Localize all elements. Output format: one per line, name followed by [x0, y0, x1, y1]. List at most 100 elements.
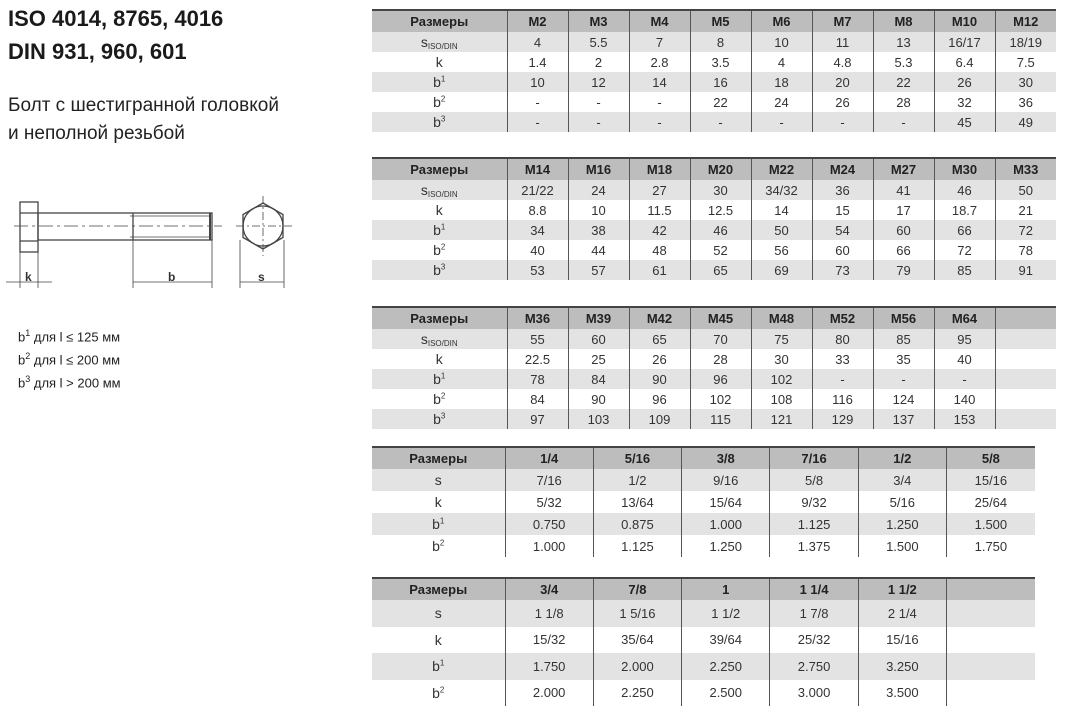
- column-header: M42: [628, 306, 690, 329]
- table-cell: 33: [811, 349, 873, 369]
- table-cell: 13/64: [592, 491, 682, 513]
- column-header: 3/4: [504, 577, 594, 600]
- table-cell: 2.250: [592, 679, 682, 706]
- table-cell: 4: [750, 52, 812, 72]
- table-cell: 14: [628, 72, 690, 92]
- table-cell: 85: [933, 260, 995, 280]
- table-cell: 8.8: [506, 200, 568, 220]
- table-cell: -: [567, 112, 629, 132]
- table-cell: 8: [689, 32, 751, 52]
- table-row: b2 2.000 2.250 2.500 3.000 3.500: [372, 679, 1035, 706]
- table-cell: 1 5/16: [592, 600, 682, 627]
- header-label: Размеры: [372, 446, 505, 469]
- table-cell: 40: [506, 240, 568, 260]
- table-cell: 102: [750, 369, 812, 389]
- table-cell: 5.5: [567, 32, 629, 52]
- column-header: M6: [750, 9, 812, 32]
- table-cell: 22.5: [506, 349, 568, 369]
- header-label: Размеры: [372, 9, 507, 32]
- header-label: Размеры: [372, 157, 507, 180]
- table-cell: 0.750: [504, 513, 594, 535]
- column-header: 1/2: [857, 446, 947, 469]
- column-header: M33: [994, 157, 1056, 180]
- table-cell: 46: [933, 180, 995, 200]
- row-label: b2: [433, 94, 446, 110]
- table-cell: 11: [811, 32, 873, 52]
- table-cell: 60: [811, 240, 873, 260]
- table-cell: 1.750: [504, 653, 594, 680]
- table-header-row: Размеры 1/4 5/16 3/8 7/16 1/2 5/8: [372, 446, 1035, 469]
- table-row: b2 40 44 48 52 56 60 66 72 78: [372, 240, 1056, 260]
- table-cell: 10: [567, 200, 629, 220]
- table-cell: 41: [872, 180, 934, 200]
- table-cell: 69: [750, 260, 812, 280]
- column-header: M16: [567, 157, 629, 180]
- column-header: M8: [872, 9, 934, 32]
- table-cell: 26: [811, 92, 873, 112]
- table-row: b3- - - - - - -45 49: [372, 112, 1056, 132]
- table-cell: 3.250: [857, 653, 947, 680]
- table-cell: 36: [994, 92, 1056, 112]
- table-cell: 84: [506, 389, 568, 409]
- table-cell: 1.125: [592, 535, 682, 557]
- table-cell: 25/32: [769, 626, 859, 653]
- column-header: M22: [750, 157, 812, 180]
- description-line-1: Болт с шестигранной головкой: [8, 95, 279, 116]
- column-header: M12: [994, 9, 1056, 32]
- table-cell: 22: [689, 92, 751, 112]
- table-cell: 15/64: [681, 491, 770, 513]
- table-cell: 38: [567, 220, 629, 240]
- table-cell: 70: [689, 329, 751, 349]
- table-cell: 30: [750, 349, 812, 369]
- column-header: M48: [750, 306, 812, 329]
- table-cell: 1.000: [504, 535, 594, 557]
- table-cell: 3/4: [857, 469, 947, 491]
- table-cell: 56: [750, 240, 812, 260]
- size-table-3: Размеры M36 M39 M42 M45 M48 M52 M56 M64 sISO/DIN 5…: [372, 306, 1056, 429]
- table-cell: 32: [933, 92, 995, 112]
- row-label: k: [435, 202, 443, 218]
- table-cell: 50: [750, 220, 812, 240]
- header-label: Размеры: [372, 577, 505, 600]
- table-cell: -: [567, 92, 629, 112]
- table-cell: 15/32: [504, 626, 594, 653]
- table-cell: 16/17: [933, 32, 995, 52]
- table-cell: 115: [689, 409, 751, 429]
- table-cell: 1/2: [592, 469, 682, 491]
- table-cell: -: [933, 369, 995, 389]
- column-header: M10: [933, 9, 995, 32]
- table-cell: 72: [933, 240, 995, 260]
- table-cell: 116: [811, 389, 873, 409]
- header-label: Размеры: [372, 306, 507, 329]
- table-cell: 21: [994, 200, 1056, 220]
- table-row: b1 1.750 2.000 2.250 2.750 3.250: [372, 653, 1035, 680]
- table-cell: [945, 600, 1035, 627]
- column-header: M64: [933, 306, 995, 329]
- table-row: sISO/DIN 55 60 65 70 75 80 85 95: [372, 329, 1056, 349]
- table-cell: 30: [994, 72, 1056, 92]
- row-label: b1: [372, 513, 505, 535]
- table-cell: -: [628, 92, 690, 112]
- column-header: M39: [567, 306, 629, 329]
- table-cell: 129: [811, 409, 873, 429]
- row-label: sISO/DIN: [372, 32, 507, 52]
- description-line-2: и неполной резьбой: [8, 123, 185, 144]
- table-cell: 9/16: [681, 469, 770, 491]
- table-cell: 1.500: [945, 513, 1035, 535]
- table-cell: 18.7: [933, 200, 995, 220]
- table-cell: 102: [689, 389, 751, 409]
- table-cell: 24: [567, 180, 629, 200]
- table-cell: 12.5: [689, 200, 751, 220]
- table-cell: 5/32: [504, 491, 594, 513]
- table-row: k 1.4 2 2.8 3.5 4 4.8 5.3 6.4 7.5: [372, 52, 1056, 72]
- column-header: M27: [872, 157, 934, 180]
- table-row: b1 34 38 42 46 50 54 60 66 72: [372, 220, 1056, 240]
- row-label: b2: [432, 538, 445, 554]
- row-label: sISO/DIN: [372, 180, 507, 200]
- table-cell: 140: [933, 389, 995, 409]
- table-cell: 15/16: [857, 626, 947, 653]
- bolt-drawing: k b s: [6, 196, 292, 288]
- thread-length-notes: b1 для l ≤ 125 мм b2 для l ≤ 200 мм b3 д…: [18, 324, 121, 392]
- table-header-row: Размеры M2 M3 M4 M5 M6 M7 M8 M10 M12: [372, 9, 1056, 32]
- table-header-row: Размеры M36 M39 M42 M45 M48 M52 M56 M64: [372, 306, 1056, 329]
